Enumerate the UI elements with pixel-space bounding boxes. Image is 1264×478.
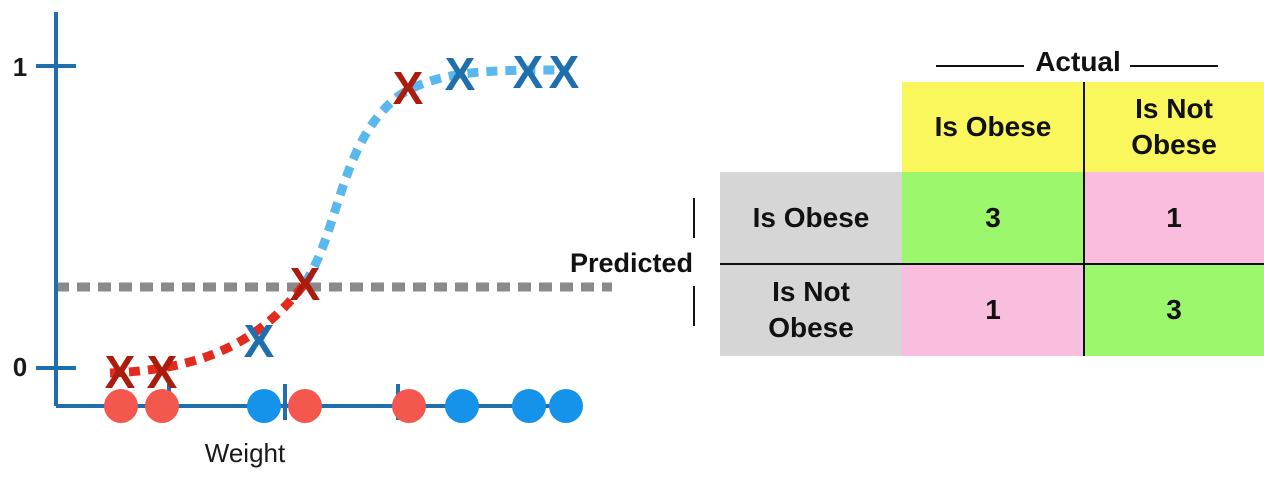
not-obese-x-mark: X xyxy=(445,48,476,100)
cell-false-positive: 1 xyxy=(1084,172,1264,264)
not-obese-x-mark: X xyxy=(513,46,544,98)
predicted-bracket-top xyxy=(693,198,695,238)
y-tick-label-0: 0 xyxy=(13,352,27,382)
predicted-label: Predicted xyxy=(570,248,694,278)
not-obese-point xyxy=(445,389,479,423)
confusion-matrix: Actual Is Obese Is Not Obese Is Obese Is… xyxy=(560,40,1264,370)
y-tick-label-1: 1 xyxy=(13,52,27,82)
cell-false-negative: 1 xyxy=(902,264,1084,356)
actual-bracket-left xyxy=(936,65,1024,67)
cell-true-negative: 3 xyxy=(1084,264,1264,356)
sigmoid-curve-upper xyxy=(301,65,566,286)
obese-x-mark: X xyxy=(393,62,424,114)
obese-point xyxy=(288,389,322,423)
not-obese-point xyxy=(549,389,583,423)
sample-points xyxy=(104,389,583,423)
not-obese-point xyxy=(512,389,546,423)
x-axis-label: Weight xyxy=(205,438,286,468)
row-header-is-obese: Is Obese xyxy=(720,172,902,264)
actual-bracket-right xyxy=(1130,65,1218,67)
matrix-row-divider xyxy=(720,263,1264,265)
predicted-bracket-bottom xyxy=(693,286,695,326)
obese-x-mark: X xyxy=(290,258,321,310)
row-header-is-not-obese: Is Not Obese xyxy=(720,264,902,356)
obese-point xyxy=(104,389,138,423)
matrix-column-divider xyxy=(1083,82,1085,356)
not-obese-x-mark: X xyxy=(549,46,580,98)
obese-point xyxy=(145,389,179,423)
not-obese-x-mark: X xyxy=(244,315,275,367)
not-obese-point xyxy=(247,389,281,423)
cell-true-positive: 3 xyxy=(902,172,1084,264)
column-header-is-not-obese: Is Not Obese xyxy=(1084,82,1264,172)
column-header-is-obese: Is Obese xyxy=(902,82,1084,172)
obese-point xyxy=(392,389,426,423)
sigmoid-curve-lower xyxy=(109,280,309,378)
actual-label: Actual xyxy=(1035,46,1121,77)
